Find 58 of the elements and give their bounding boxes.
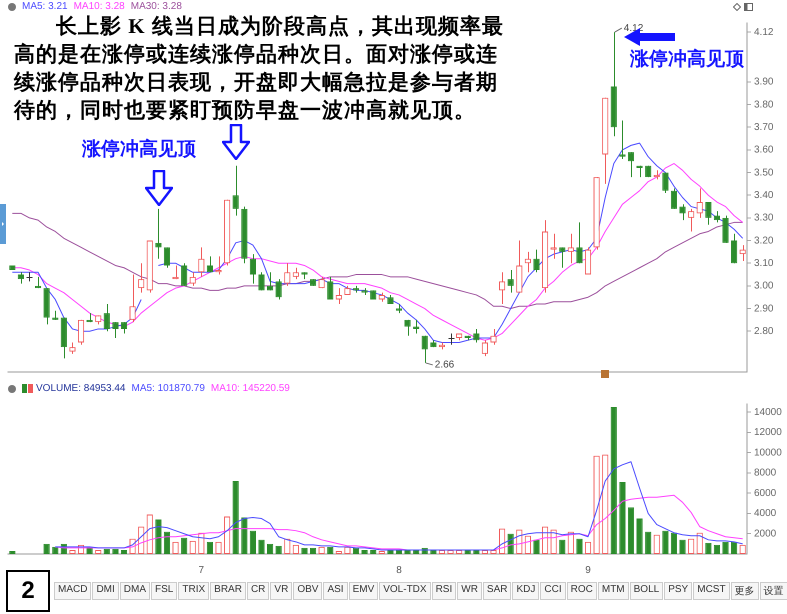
text: WR bbox=[457, 582, 482, 600]
y-tick-label: 14000 bbox=[754, 406, 782, 418]
y-tick-label: 3.30 bbox=[754, 212, 774, 224]
legend-label: VOLUME: 84953.44 bbox=[36, 383, 126, 394]
text: MCST bbox=[693, 582, 730, 600]
text: KDJ bbox=[512, 582, 540, 600]
y-tick-label: 12000 bbox=[754, 427, 782, 438]
text: 设置 bbox=[760, 582, 787, 600]
text: DMA bbox=[120, 582, 150, 600]
text: MA5: 3.21 bbox=[22, 1, 68, 12]
y-tick-label: 3.90 bbox=[754, 76, 774, 88]
text: MTM bbox=[598, 582, 629, 600]
y-tick-label: 4000 bbox=[754, 508, 777, 520]
y-tick-label: 3.40 bbox=[754, 190, 774, 201]
text: MA5: 101870.79 bbox=[132, 383, 205, 394]
text: PSY bbox=[664, 582, 692, 600]
y-tick-label: 3.10 bbox=[754, 258, 774, 269]
text: 更多 bbox=[730, 582, 759, 600]
y-tick-label: 4.12 bbox=[754, 26, 774, 38]
annotation: 2.66 bbox=[434, 360, 455, 371]
text: MA10: 145220.59 bbox=[210, 383, 290, 394]
y-tick-label: 2000 bbox=[754, 528, 777, 540]
text: VR bbox=[270, 582, 292, 600]
text: DMI bbox=[92, 582, 119, 600]
y-tick-label: 3.20 bbox=[754, 235, 774, 246]
y-tick-label: 2.90 bbox=[754, 303, 774, 314]
y-tick-label: 10000 bbox=[754, 447, 782, 458]
y-tick-label: 3.50 bbox=[754, 167, 774, 178]
text: VOL-TDX bbox=[379, 582, 431, 600]
text: MA10: 3.28 bbox=[74, 1, 125, 12]
text: MACD bbox=[54, 582, 92, 600]
annotation: 涨停冲高见顶 bbox=[82, 138, 196, 162]
y-tick-label: 3.60 bbox=[754, 144, 774, 156]
y-tick-label: 2.80 bbox=[754, 326, 774, 337]
y-tick-label: 3.80 bbox=[754, 99, 774, 110]
x-tick-label: 9 bbox=[585, 564, 592, 576]
text: BOLL bbox=[630, 582, 664, 600]
x-tick-label: 8 bbox=[396, 564, 402, 576]
y-tick-label: 3.70 bbox=[754, 122, 774, 133]
text: ASI bbox=[323, 582, 348, 600]
text: 2 bbox=[6, 570, 50, 612]
text: SAR bbox=[482, 582, 512, 600]
text: OBV bbox=[293, 582, 322, 600]
text: CR bbox=[246, 582, 270, 600]
text: FSL bbox=[151, 582, 178, 600]
annotation: 涨停冲高见顶 bbox=[630, 48, 744, 72]
text: MA30: 3.28 bbox=[130, 1, 182, 12]
text: EMV bbox=[348, 582, 378, 600]
y-tick-label: 6000 bbox=[754, 488, 777, 499]
text: ROC bbox=[566, 582, 597, 600]
x-tick-label: 7 bbox=[198, 564, 205, 576]
text: TRIX bbox=[178, 582, 210, 600]
text: RSI bbox=[432, 582, 456, 600]
y-tick-label: 3.00 bbox=[754, 280, 774, 292]
y-tick-label: 8000 bbox=[754, 468, 777, 479]
text: CCI bbox=[540, 582, 566, 600]
text: BRAR bbox=[210, 582, 246, 600]
text: 长上影 K 线当日成为阶段高点，其出现频率最高的是在涨停或连续涨停品种次日。面对涨停或连续涨停品种次日表现，开盘即大幅急拉是参与者期待的，同时也要紧盯预防早盘一波冲高就见顶。 bbox=[14, 13, 505, 124]
